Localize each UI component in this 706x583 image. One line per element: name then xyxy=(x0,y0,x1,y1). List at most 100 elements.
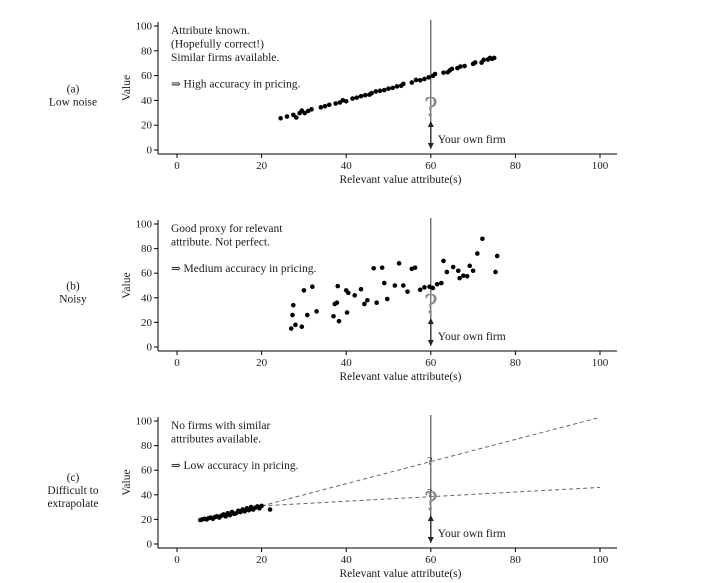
data-point xyxy=(346,290,351,296)
down-arrow-icon xyxy=(427,143,434,149)
data-point xyxy=(384,296,390,302)
data-point xyxy=(291,112,296,118)
extrapolation-line xyxy=(261,416,601,507)
data-point xyxy=(417,287,423,293)
x-tick-label: 0 xyxy=(174,160,180,172)
data-point xyxy=(439,280,444,286)
data-point xyxy=(373,89,379,94)
data-point xyxy=(491,55,497,61)
up-arrow-icon xyxy=(427,121,434,127)
data-point xyxy=(369,90,374,96)
data-point xyxy=(371,265,376,271)
extrapolation-line xyxy=(261,486,601,507)
data-point xyxy=(322,103,328,109)
panel-annotation-line: Similar firms available. xyxy=(171,52,279,64)
down-arrow-icon xyxy=(427,537,434,543)
down-arrow-icon xyxy=(427,340,434,346)
data-point xyxy=(358,286,364,292)
y-tick-label: 80 xyxy=(141,243,153,255)
data-point xyxy=(396,261,402,266)
data-point xyxy=(379,265,385,270)
y-tick-label: 80 xyxy=(141,45,153,57)
up-arrow-icon xyxy=(427,318,434,324)
chart-panel-2: 0 20 40 60 80 100 0 20 40 60 80 100 Relevant value a… xyxy=(59,218,617,383)
panel-annotation-line: Good proxy for relevant xyxy=(171,223,283,235)
panel-side-label: Low noise xyxy=(49,97,97,109)
data-point xyxy=(392,283,398,288)
panel-side-label: (a) xyxy=(67,84,80,96)
data-point xyxy=(455,268,461,274)
panel-annotation-line: attributes available. xyxy=(171,434,261,446)
data-point xyxy=(405,289,410,294)
data-point xyxy=(304,312,310,318)
y-tick-label: 20 xyxy=(141,120,153,132)
data-point xyxy=(331,313,336,319)
data-point xyxy=(309,107,314,112)
data-point xyxy=(301,288,307,293)
data-point xyxy=(335,283,341,289)
data-point xyxy=(493,269,498,275)
y-tick-label: 60 xyxy=(141,465,153,477)
data-point xyxy=(457,275,462,281)
data-point xyxy=(336,318,342,324)
y-tick-label: 80 xyxy=(141,440,153,452)
y-tick-label: 40 xyxy=(141,95,153,107)
data-point xyxy=(464,273,470,279)
data-point xyxy=(314,309,319,314)
up-arrow-icon xyxy=(427,515,434,521)
x-tick-label: 80 xyxy=(510,160,522,172)
data-point xyxy=(293,322,298,328)
data-point xyxy=(350,96,355,101)
data-point xyxy=(310,284,315,290)
data-point xyxy=(343,98,349,104)
x-axis-title: Relevant value attribute(s) xyxy=(340,371,462,383)
x-axis-title: Relevant value attribute(s) xyxy=(340,174,462,186)
data-point xyxy=(434,281,440,287)
data-point xyxy=(401,283,406,288)
data-point xyxy=(293,115,299,120)
data-point xyxy=(374,300,379,306)
data-point xyxy=(344,310,350,315)
data-point xyxy=(426,75,431,80)
data-point xyxy=(284,114,290,119)
panel-conclusion: ⇒ High accuracy in pricing. xyxy=(171,79,301,91)
data-point xyxy=(291,302,296,308)
data-point xyxy=(377,88,383,94)
data-point xyxy=(352,293,357,298)
data-point xyxy=(365,297,370,303)
x-tick-label: 40 xyxy=(341,554,353,566)
data-point xyxy=(267,507,273,512)
data-point xyxy=(358,93,364,99)
panel-side-label: Difficult to xyxy=(47,485,98,497)
panel-side-label: Noisy xyxy=(59,294,87,306)
y-tick-label: 100 xyxy=(136,21,153,33)
data-point xyxy=(259,503,264,509)
data-point xyxy=(475,251,480,256)
data-point xyxy=(480,236,485,242)
data-point xyxy=(462,63,467,69)
y-tick-label: 60 xyxy=(141,70,153,82)
data-point xyxy=(450,264,456,270)
data-point xyxy=(441,258,446,264)
own-firm-label: Your own firm xyxy=(438,331,506,343)
x-tick-label: 60 xyxy=(425,160,437,172)
x-tick-label: 100 xyxy=(592,160,609,172)
data-point xyxy=(299,324,305,330)
data-point xyxy=(430,285,436,291)
x-tick-label: 20 xyxy=(256,554,268,566)
data-point xyxy=(381,280,387,286)
data-point xyxy=(318,105,324,110)
y-tick-label: 100 xyxy=(136,416,153,428)
y-tick-label: 100 xyxy=(136,219,153,231)
data-point xyxy=(390,85,396,91)
data-point xyxy=(386,86,391,91)
y-axis-title: Value xyxy=(121,469,133,495)
data-point xyxy=(381,87,387,93)
panel-conclusion: ⇒ Medium accuracy in pricing. xyxy=(171,263,316,275)
y-axis-title: Value xyxy=(121,75,133,101)
x-tick-label: 80 xyxy=(510,357,522,369)
own-firm-label: Your own firm xyxy=(438,528,506,540)
y-tick-label: 0 xyxy=(147,539,153,551)
x-tick-label: 100 xyxy=(592,357,609,369)
y-axis-title: Value xyxy=(121,272,133,298)
